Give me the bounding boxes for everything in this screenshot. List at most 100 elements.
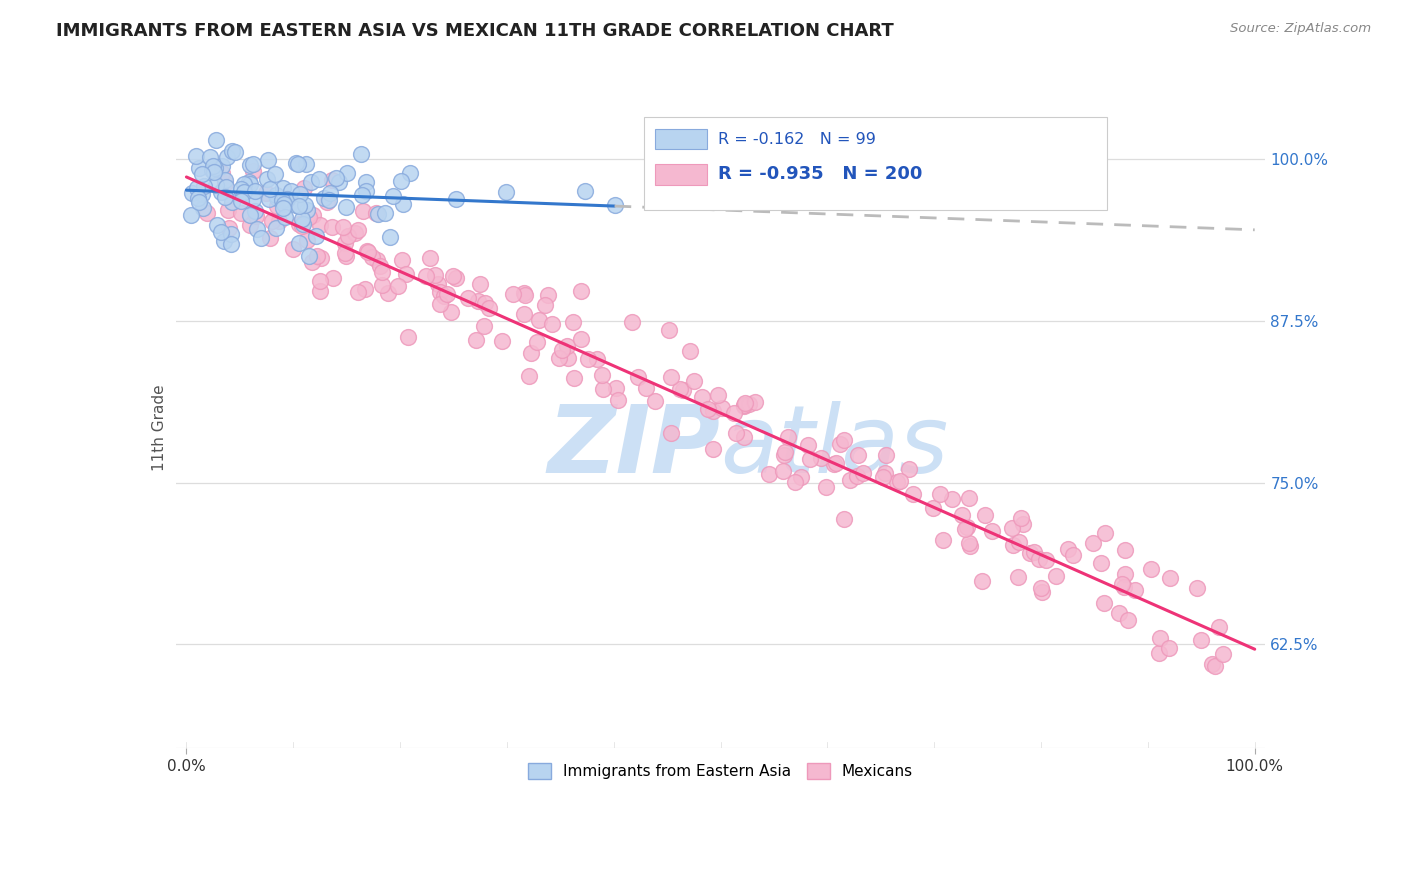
Point bbox=[217, 202, 239, 217]
Point bbox=[440, 305, 463, 319]
Point bbox=[245, 204, 267, 219]
FancyBboxPatch shape bbox=[655, 128, 707, 149]
Point bbox=[309, 284, 332, 298]
Point bbox=[224, 145, 246, 159]
Point bbox=[838, 473, 860, 487]
Point bbox=[209, 185, 232, 199]
Point bbox=[201, 163, 224, 178]
Point bbox=[444, 192, 467, 206]
Point bbox=[377, 285, 399, 300]
Point bbox=[287, 217, 309, 231]
Point bbox=[335, 249, 357, 263]
Point bbox=[193, 179, 215, 194]
Point bbox=[288, 187, 311, 202]
Point bbox=[956, 520, 979, 534]
Point bbox=[620, 315, 643, 329]
Point bbox=[690, 390, 713, 404]
Point bbox=[426, 277, 449, 291]
Text: R = -0.162   N = 99: R = -0.162 N = 99 bbox=[718, 132, 876, 146]
Point bbox=[242, 163, 264, 178]
Point bbox=[824, 456, 846, 470]
Point bbox=[280, 184, 302, 198]
Point bbox=[1012, 516, 1035, 531]
Point bbox=[202, 165, 225, 179]
Point bbox=[828, 437, 851, 451]
Point bbox=[291, 212, 314, 227]
Point bbox=[217, 150, 239, 164]
Point bbox=[318, 193, 340, 207]
Point bbox=[335, 236, 357, 251]
Point bbox=[576, 351, 599, 366]
Point bbox=[305, 249, 328, 263]
Point bbox=[257, 153, 280, 167]
Point bbox=[441, 268, 464, 283]
Point bbox=[298, 249, 321, 263]
Point bbox=[233, 177, 256, 191]
Point bbox=[491, 334, 513, 349]
Point bbox=[312, 191, 335, 205]
Point bbox=[605, 381, 627, 395]
Legend: Immigrants from Eastern Asia, Mexicans: Immigrants from Eastern Asia, Mexicans bbox=[522, 757, 920, 785]
Y-axis label: 11th Grade: 11th Grade bbox=[152, 384, 167, 471]
Point bbox=[367, 207, 389, 221]
Point bbox=[273, 193, 295, 207]
Point bbox=[569, 332, 592, 346]
Point bbox=[295, 203, 318, 218]
Point bbox=[513, 307, 536, 321]
Point bbox=[846, 448, 869, 462]
Point bbox=[221, 144, 243, 158]
FancyBboxPatch shape bbox=[655, 164, 707, 185]
Point bbox=[337, 228, 360, 243]
Point bbox=[394, 267, 416, 281]
Point bbox=[723, 406, 745, 420]
Point bbox=[1111, 576, 1133, 591]
Point bbox=[276, 192, 298, 206]
Point bbox=[180, 208, 202, 222]
Point bbox=[957, 536, 980, 550]
Point bbox=[266, 199, 288, 213]
Point bbox=[1010, 511, 1032, 525]
Point bbox=[669, 382, 692, 396]
Point bbox=[335, 245, 357, 260]
Point bbox=[389, 174, 412, 188]
Point bbox=[419, 251, 441, 265]
Point bbox=[955, 522, 977, 536]
Point bbox=[1204, 659, 1226, 673]
Point bbox=[214, 190, 236, 204]
Point bbox=[287, 157, 309, 171]
Point bbox=[295, 157, 318, 171]
Point bbox=[724, 426, 747, 441]
Point bbox=[931, 533, 953, 547]
Point bbox=[187, 191, 209, 205]
Point bbox=[207, 218, 229, 232]
Point bbox=[429, 296, 451, 310]
Point bbox=[446, 271, 468, 285]
Point bbox=[360, 250, 382, 264]
Point bbox=[246, 222, 269, 236]
Point bbox=[1149, 632, 1171, 646]
Point bbox=[274, 210, 297, 224]
Text: IMMIGRANTS FROM EASTERN ASIA VS MEXICAN 11TH GRADE CORRELATION CHART: IMMIGRANTS FROM EASTERN ASIA VS MEXICAN … bbox=[56, 22, 894, 40]
Point bbox=[733, 430, 755, 444]
Point bbox=[308, 171, 330, 186]
Text: Source: ZipAtlas.com: Source: ZipAtlas.com bbox=[1230, 22, 1371, 36]
Point bbox=[299, 176, 322, 190]
Point bbox=[758, 467, 780, 481]
Point bbox=[1094, 526, 1116, 541]
Point bbox=[211, 160, 233, 174]
Point bbox=[540, 317, 562, 331]
Point bbox=[371, 278, 394, 293]
Point bbox=[211, 166, 233, 180]
Point bbox=[188, 195, 211, 210]
Point bbox=[959, 540, 981, 554]
Point bbox=[287, 235, 309, 250]
Point bbox=[772, 464, 794, 478]
Point bbox=[468, 277, 491, 291]
Point bbox=[368, 259, 391, 273]
Point bbox=[197, 206, 219, 220]
Point bbox=[627, 370, 650, 384]
Point bbox=[321, 173, 343, 187]
Point bbox=[901, 487, 924, 501]
Point bbox=[744, 394, 766, 409]
Point bbox=[242, 157, 264, 171]
